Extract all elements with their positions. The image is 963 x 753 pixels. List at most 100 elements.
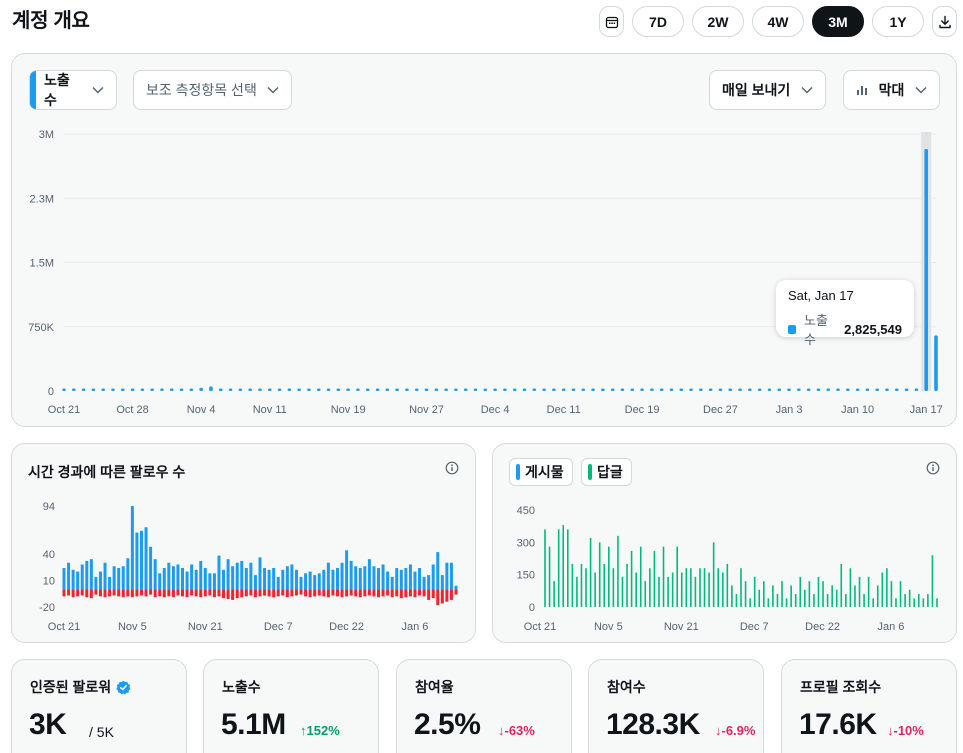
- unfollows-bar: [422, 589, 426, 597]
- range-1y-button[interactable]: 1Y: [872, 6, 924, 37]
- follows-bar: [67, 562, 71, 590]
- replies-bar: [767, 598, 770, 607]
- info-icon[interactable]: [445, 461, 459, 475]
- replies-bar: [794, 594, 797, 607]
- follows-bar: [89, 559, 93, 590]
- impressions-bar: [571, 388, 576, 391]
- stat-card-verified-followers[interactable]: 인증된 팔로워 3K / 5K: [11, 659, 187, 753]
- daily-export-dropdown[interactable]: 매일 보내기: [709, 70, 826, 110]
- x-tick-label: Oct 21: [524, 621, 556, 633]
- replies-bar: [735, 594, 738, 607]
- x-tick-label: Nov 19: [331, 404, 366, 416]
- legend-posts[interactable]: 게시물: [509, 458, 573, 486]
- impressions-bar: [287, 388, 292, 391]
- replies-bar: [772, 585, 774, 607]
- legend-replies-label: 답글: [597, 464, 623, 480]
- unfollows-bar: [340, 589, 344, 598]
- impressions-bar: [659, 388, 664, 391]
- x-tick-label: Jan 6: [402, 621, 429, 633]
- unfollows-bar: [62, 589, 66, 597]
- x-tick-label: Dec 7: [740, 621, 769, 633]
- range-3m-button[interactable]: 3M: [812, 6, 864, 37]
- impressions-delta: ↑152%: [300, 723, 340, 738]
- replies-bar: [653, 550, 656, 607]
- daily-export-label: 매일 보내기: [722, 82, 791, 98]
- impressions-bar: [885, 388, 889, 391]
- follows-bar: [331, 569, 335, 590]
- verified-followers-label: 인증된 팔로워: [30, 679, 112, 695]
- unfollows-bar: [80, 589, 84, 596]
- stat-card-engagements[interactable]: 참여수 128.3K ↓-6.9%: [588, 659, 764, 753]
- replies-bar: [758, 589, 761, 607]
- unfollows-bar: [345, 589, 349, 597]
- info-icon[interactable]: [926, 461, 940, 475]
- follows-bar: [94, 576, 98, 590]
- unfollows-bar: [358, 589, 362, 598]
- unfollows-bar: [162, 589, 166, 598]
- impressions-bar: [101, 388, 105, 391]
- metric-dropdown[interactable]: 노출수: [29, 70, 117, 110]
- follows-bar: [418, 568, 422, 590]
- unfollows-bar: [317, 589, 321, 596]
- chart-type-dropdown[interactable]: 막대: [843, 70, 940, 110]
- unfollows-bar: [121, 589, 125, 598]
- replies-bar: [717, 568, 720, 607]
- unfollows-bar: [244, 589, 248, 597]
- follows-bar: [80, 564, 84, 590]
- replies-bar: [817, 576, 820, 607]
- range-4w-button[interactable]: 4W: [752, 6, 804, 37]
- y-tick-label: 450: [517, 505, 535, 517]
- unfollows-bar: [222, 589, 226, 599]
- replies-bar: [840, 563, 843, 607]
- stat-card-profile-visits[interactable]: 프로필 조회수 17.6K ↓-10%: [781, 659, 957, 753]
- impressions-label: 노출수: [222, 679, 261, 695]
- stat-label: 인증된 팔로워: [30, 677, 131, 697]
- unfollows-bar: [85, 589, 89, 598]
- impressions-bar: [405, 388, 409, 391]
- x-tick-label: Dec 11: [547, 404, 581, 416]
- stat-card-engagement-rate[interactable]: 참여율 2.5% ↓-63%: [396, 659, 572, 753]
- impressions-bar: [140, 388, 145, 391]
- impressions-bar: [473, 388, 478, 391]
- unfollows-bar: [276, 589, 280, 597]
- unfollows-bar: [126, 589, 130, 597]
- follows-bar: [153, 559, 157, 590]
- replies-bar: [895, 598, 897, 607]
- secondary-metric-dropdown[interactable]: 보조 측정항목 선택: [133, 70, 292, 110]
- replies-bar: [904, 594, 906, 607]
- follows-bar: [335, 568, 339, 590]
- unfollows-bar: [440, 589, 444, 604]
- download-button[interactable]: [932, 6, 957, 37]
- replies-bar: [749, 598, 751, 607]
- unfollows-bar: [304, 589, 308, 597]
- x-tick-label: Dec 4: [481, 404, 510, 416]
- follows-bar: [226, 559, 230, 590]
- impressions-bar: [297, 388, 301, 391]
- stat-card-impressions[interactable]: 노출수 5.1M ↑152%: [203, 659, 379, 753]
- y-tick-label: 750K: [28, 322, 54, 334]
- x-tick-label: Oct 21: [48, 621, 80, 633]
- replies-bar: [790, 585, 792, 607]
- unfollows-bar: [445, 589, 449, 602]
- impressions-bar: [130, 388, 135, 391]
- x-tick-label: Nov 27: [409, 404, 444, 416]
- replies-bar: [744, 581, 747, 607]
- replies-bar: [658, 576, 660, 607]
- follows-bar: [399, 569, 403, 590]
- range-2w-button[interactable]: 2W: [692, 6, 744, 37]
- tooltip-date: Sat, Jan 17: [788, 288, 854, 303]
- metric-dropdown-label: 노출수: [44, 72, 70, 108]
- unfollows-bar: [158, 589, 162, 597]
- unfollows-bar: [176, 589, 180, 596]
- x-tick-label: Nov 4: [187, 404, 216, 416]
- replies-bar: [566, 529, 569, 607]
- unfollows-bar: [294, 589, 298, 596]
- unfollows-bar: [130, 589, 134, 598]
- unfollows-bar: [253, 589, 257, 598]
- legend-replies[interactable]: 답글: [581, 458, 632, 486]
- replies-bar: [685, 568, 688, 607]
- chevron-down-icon: [267, 86, 279, 94]
- calendar-button[interactable]: [599, 6, 624, 37]
- range-7d-button[interactable]: 7D: [632, 6, 684, 37]
- tooltip-row: 노출수 2,825,549: [788, 310, 902, 348]
